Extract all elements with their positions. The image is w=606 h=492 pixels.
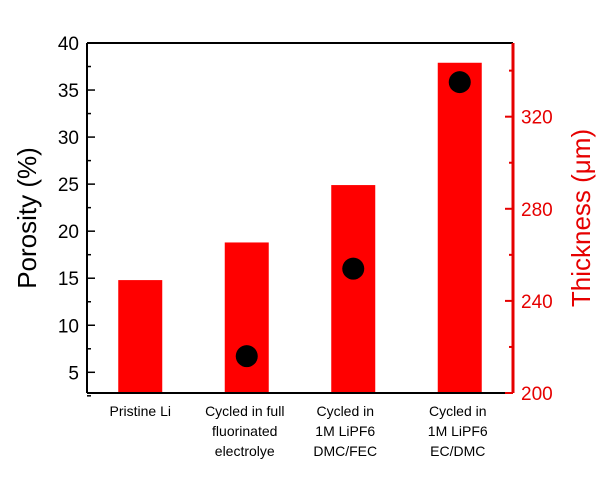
x-tick-label: Pristine Li [110, 403, 171, 419]
y-tick-label-right: 240 [521, 292, 553, 313]
bar-series [118, 62, 482, 394]
y-tick-label-left: 10 [58, 316, 79, 337]
bar-2 [331, 185, 376, 393]
axes [86, 42, 515, 397]
y-tick-label-left: 30 [58, 128, 79, 149]
x-tick-label: Cycled in full fluorinated electrolye [205, 403, 284, 459]
y-axis-title-left: Porosity (%) [12, 147, 42, 289]
y-tick-label-left: 5 [68, 363, 79, 384]
y-tick-label-left: 35 [58, 81, 79, 102]
x-tick-label: Cycled in 1M LiPF6 EC/DMC [428, 403, 488, 459]
y-tick-label-right: 280 [521, 200, 553, 221]
bar-1 [224, 242, 269, 393]
y-tick-label-left: 40 [58, 34, 79, 55]
point-1 [235, 345, 258, 368]
x-tick-label: Cycled in 1M LiPF6 DMC/FEC [313, 403, 377, 459]
y-tick-label-right: 200 [521, 384, 553, 405]
y-axis-title-right: Thickness (μm) [566, 129, 596, 307]
y-tick-label-left: 25 [58, 175, 79, 196]
point-2 [342, 257, 365, 280]
labels: 5 10 15 20 25 30 35 40 200 240 280 320 Pristine Li Cy… [58, 34, 553, 459]
point-3 [448, 71, 471, 94]
point-series [235, 71, 471, 368]
y-tick-label-right: 320 [521, 108, 553, 129]
bar-0 [118, 280, 163, 393]
bar-3 [437, 62, 482, 394]
y-tick-label-left: 20 [58, 222, 79, 243]
y-tick-label-left: 15 [58, 269, 79, 290]
